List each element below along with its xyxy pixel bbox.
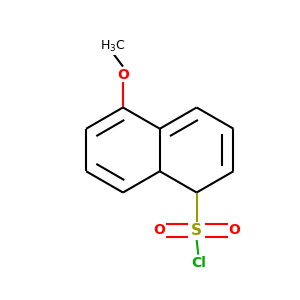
Text: O: O [117,68,129,82]
Text: S: S [191,223,202,238]
Text: Cl: Cl [191,256,206,270]
Text: O: O [228,223,240,237]
Text: H$_3$C: H$_3$C [100,39,126,55]
Text: O: O [153,223,165,237]
